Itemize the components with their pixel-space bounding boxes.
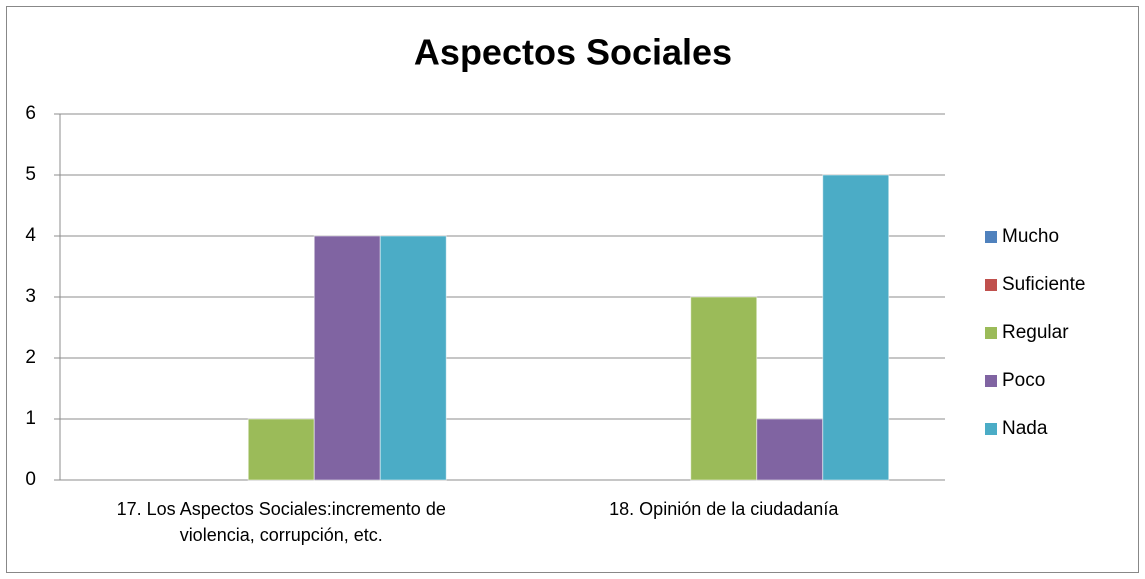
y-tick-label: 2 — [25, 347, 36, 368]
legend-label: Mucho — [1002, 226, 1059, 247]
y-tick-label: 0 — [25, 469, 36, 490]
y-tick-label: 3 — [25, 286, 36, 307]
bar — [822, 174, 890, 481]
chart-title: Aspectos Sociales — [414, 32, 732, 73]
y-tick-label: 4 — [25, 225, 36, 246]
legend-label: Nada — [1002, 418, 1048, 439]
legend-label: Regular — [1002, 322, 1069, 343]
legend-swatch — [985, 327, 997, 339]
y-tick-label: 1 — [25, 408, 36, 429]
bar — [756, 418, 824, 481]
bar — [313, 235, 381, 481]
legend-label: Poco — [1002, 370, 1045, 391]
x-tick-label: 17. Los Aspectos Sociales:incremento de … — [116, 499, 446, 545]
legend-swatch — [985, 279, 997, 291]
x-tick-label: 18. Opinión de la ciudadanía — [609, 499, 839, 519]
bar — [690, 296, 758, 481]
bar — [247, 418, 315, 481]
chart-border — [6, 6, 1139, 573]
bar — [379, 235, 447, 481]
y-tick-label: 5 — [25, 164, 36, 185]
y-tick-label: 6 — [25, 103, 36, 124]
legend-label: Suficiente — [1002, 274, 1085, 295]
legend-swatch — [985, 423, 997, 435]
legend-swatch — [985, 231, 997, 243]
legend-swatch — [985, 375, 997, 387]
